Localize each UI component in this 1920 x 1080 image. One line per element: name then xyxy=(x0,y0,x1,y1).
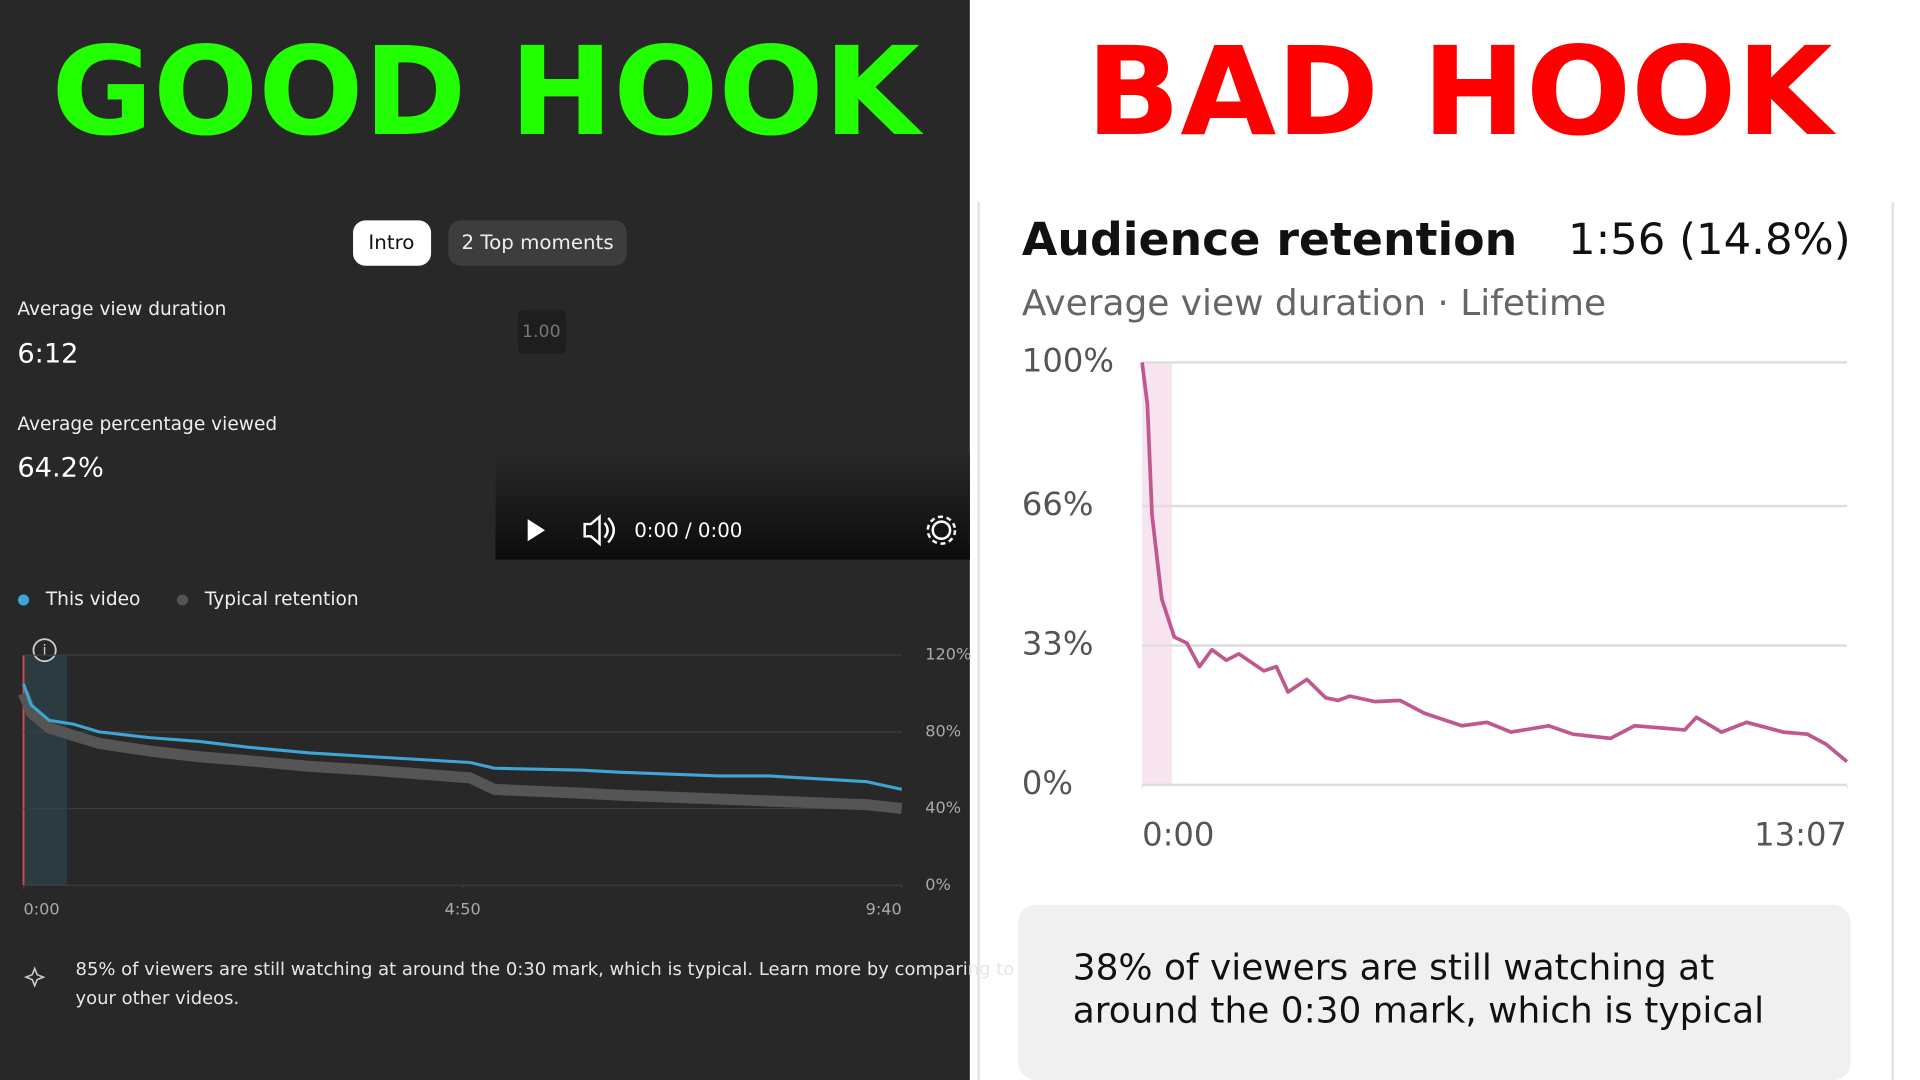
headline-right: BAD HOOK xyxy=(1086,22,1837,164)
metric-value: 64.2% xyxy=(17,453,104,484)
tab[interactable] xyxy=(353,220,432,266)
tab-label[interactable]: Intro xyxy=(368,231,414,254)
card-subtitle: Average view duration · Lifetime xyxy=(1022,283,1606,324)
light-panel xyxy=(969,0,1920,1080)
headline-left: GOOD HOOK xyxy=(51,22,924,164)
card-title: Audience retention xyxy=(1022,213,1517,266)
y-tick-label: 120% xyxy=(925,645,971,664)
insight-text: 38% of viewers are still watching at xyxy=(1073,948,1715,989)
legend-label: Typical retention xyxy=(204,589,359,610)
speed-badge xyxy=(517,309,567,354)
player-bar xyxy=(495,453,970,560)
y-tick-label: 40% xyxy=(925,798,961,817)
y-tick-label: 33% xyxy=(1022,625,1094,663)
metric-label: Average view duration xyxy=(17,299,226,320)
info-icon-glyph[interactable]: i xyxy=(43,642,47,659)
y-tick-label: 80% xyxy=(925,721,961,740)
y-tick-label: 0% xyxy=(925,875,951,894)
y-tick-label: 0% xyxy=(1022,764,1073,802)
player-time: 0:00 / 0:00 xyxy=(634,519,742,542)
metric-value: 6:12 xyxy=(17,339,78,370)
y-tick-label: 66% xyxy=(1022,485,1094,523)
headline-value: 1:56 (14.8%) xyxy=(1568,215,1851,265)
legend-swatch xyxy=(17,594,30,606)
x-tick-label: 4:50 xyxy=(445,899,481,918)
y-tick-label: 100% xyxy=(1022,342,1114,380)
settings-button[interactable] xyxy=(931,520,952,541)
speed-label: 1.00 xyxy=(522,322,561,342)
series-line xyxy=(18,691,903,815)
insight-box xyxy=(1018,904,1851,1080)
metric-label: Average percentage viewed xyxy=(17,414,277,435)
x-tick-label: 9:40 xyxy=(866,899,902,918)
series-line xyxy=(1140,362,1849,764)
tab[interactable] xyxy=(448,220,627,266)
sparkle-icon xyxy=(23,966,46,988)
x-tick-label: 0:00 xyxy=(1142,815,1214,853)
intro-highlight xyxy=(23,655,67,886)
legend-label: This video xyxy=(45,589,141,610)
volume-button[interactable] xyxy=(583,514,616,547)
play-button[interactable] xyxy=(527,519,546,542)
settings-gear[interactable] xyxy=(926,515,957,545)
insight-text: 85% of viewers are still watching at aro… xyxy=(76,959,1015,980)
series-line xyxy=(22,683,903,791)
insight-text: your other videos. xyxy=(76,988,240,1009)
x-tick-label: 0:00 xyxy=(24,899,60,918)
tab-label[interactable]: 2 Top moments xyxy=(462,231,614,254)
insight-text: around the 0:30 mark, which is typical xyxy=(1073,991,1764,1032)
x-tick-label: 13:07 xyxy=(1754,815,1847,853)
legend-swatch xyxy=(176,594,189,606)
charts: 0% 40% 80% 120% 0:00 4:50 9:40 This video Typica… xyxy=(17,342,1849,918)
